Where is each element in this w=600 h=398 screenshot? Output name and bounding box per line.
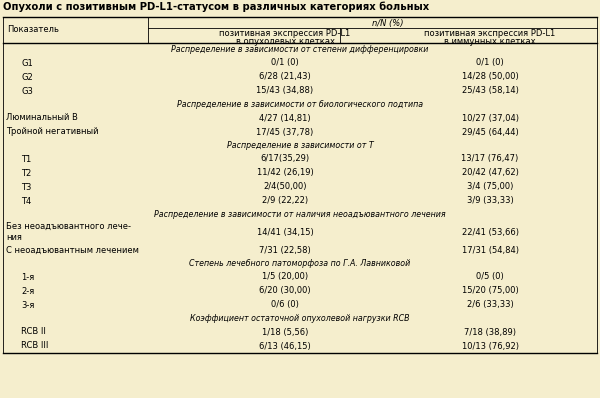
Text: Распределение в зависимости от наличия неоадъювантного лечения: Распределение в зависимости от наличия н… bbox=[154, 210, 446, 219]
Text: 15/43 (34,88): 15/43 (34,88) bbox=[256, 86, 314, 96]
Text: позитивная экспрессия PD-L1: позитивная экспрессия PD-L1 bbox=[220, 29, 350, 38]
Text: Тройной негативный: Тройной негативный bbox=[6, 127, 98, 137]
Text: 3/4 (75,00): 3/4 (75,00) bbox=[467, 183, 513, 191]
Text: 2/6 (33,33): 2/6 (33,33) bbox=[467, 300, 514, 310]
Text: 0/6 (0): 0/6 (0) bbox=[271, 300, 299, 310]
Text: 6/20 (30,00): 6/20 (30,00) bbox=[259, 287, 311, 295]
Text: 6/17(35,29): 6/17(35,29) bbox=[260, 154, 310, 164]
Text: 10/27 (37,04): 10/27 (37,04) bbox=[461, 113, 518, 123]
Text: 6/28 (21,43): 6/28 (21,43) bbox=[259, 72, 311, 82]
Text: n/N (%): n/N (%) bbox=[372, 19, 403, 28]
Text: 25/43 (58,14): 25/43 (58,14) bbox=[461, 86, 518, 96]
Text: Степень лечебного патоморфоза по Г.А. Лавниковой: Степень лечебного патоморфоза по Г.А. Ла… bbox=[190, 259, 410, 268]
Text: 22/41 (53,66): 22/41 (53,66) bbox=[461, 228, 518, 236]
Text: в иммунных клетках: в иммунных клетках bbox=[444, 37, 536, 46]
Text: Показатель: Показатель bbox=[7, 25, 59, 35]
Text: Т4: Т4 bbox=[21, 197, 31, 205]
Text: 1/5 (20,00): 1/5 (20,00) bbox=[262, 273, 308, 281]
Text: Без неоадъювантного лече-
ния: Без неоадъювантного лече- ния bbox=[6, 222, 131, 242]
Text: Распределение в зависимости от Т: Распределение в зависимости от Т bbox=[227, 141, 373, 150]
Text: Распределение в зависимости от биологического подтипа: Распределение в зависимости от биологиче… bbox=[177, 100, 423, 109]
Text: 10/13 (76,92): 10/13 (76,92) bbox=[461, 341, 518, 351]
Text: С неоадъювантным лечением: С неоадъювантным лечением bbox=[6, 246, 139, 254]
Text: Т3: Т3 bbox=[21, 183, 31, 191]
Text: 0/1 (0): 0/1 (0) bbox=[476, 59, 504, 68]
Text: G1: G1 bbox=[21, 59, 33, 68]
Text: 6/13 (46,15): 6/13 (46,15) bbox=[259, 341, 311, 351]
Text: 7/31 (22,58): 7/31 (22,58) bbox=[259, 246, 311, 254]
Text: 0/1 (0): 0/1 (0) bbox=[271, 59, 299, 68]
Text: 15/20 (75,00): 15/20 (75,00) bbox=[461, 287, 518, 295]
Text: 3/9 (33,33): 3/9 (33,33) bbox=[467, 197, 514, 205]
Text: 13/17 (76,47): 13/17 (76,47) bbox=[461, 154, 518, 164]
Text: 2-я: 2-я bbox=[21, 287, 34, 295]
Text: 11/42 (26,19): 11/42 (26,19) bbox=[257, 168, 313, 178]
Text: в опухолевых клетках: в опухолевых клетках bbox=[235, 37, 335, 46]
Text: 17/31 (54,84): 17/31 (54,84) bbox=[461, 246, 518, 254]
Text: 29/45 (64,44): 29/45 (64,44) bbox=[461, 127, 518, 137]
Text: 1/18 (5,56): 1/18 (5,56) bbox=[262, 328, 308, 336]
Text: RCB II: RCB II bbox=[21, 328, 46, 336]
Text: 7/18 (38,89): 7/18 (38,89) bbox=[464, 328, 516, 336]
Text: 2/9 (22,22): 2/9 (22,22) bbox=[262, 197, 308, 205]
Text: 0/5 (0): 0/5 (0) bbox=[476, 273, 504, 281]
Text: 14/41 (34,15): 14/41 (34,15) bbox=[257, 228, 313, 236]
Text: 4/27 (14,81): 4/27 (14,81) bbox=[259, 113, 311, 123]
Text: позитивная экспрессия PD-L1: позитивная экспрессия PD-L1 bbox=[424, 29, 556, 38]
Text: Т2: Т2 bbox=[21, 168, 31, 178]
Text: Коэффициент остаточной опухолевой нагрузки RCB: Коэффициент остаточной опухолевой нагруз… bbox=[190, 314, 410, 323]
Text: 14/28 (50,00): 14/28 (50,00) bbox=[461, 72, 518, 82]
Text: 3-я: 3-я bbox=[21, 300, 34, 310]
Text: Т1: Т1 bbox=[21, 154, 31, 164]
Text: 17/45 (37,78): 17/45 (37,78) bbox=[256, 127, 314, 137]
Text: Распределение в зависимости от степени дифференцировки: Распределение в зависимости от степени д… bbox=[172, 45, 428, 54]
Text: Опухоли с позитивным PD-L1-статусом в различных категориях больных: Опухоли с позитивным PD-L1-статусом в ра… bbox=[3, 1, 429, 12]
Text: Люминальный В: Люминальный В bbox=[6, 113, 78, 123]
Text: 20/42 (47,62): 20/42 (47,62) bbox=[461, 168, 518, 178]
Text: 2/4(50,00): 2/4(50,00) bbox=[263, 183, 307, 191]
Text: G2: G2 bbox=[21, 72, 33, 82]
Text: G3: G3 bbox=[21, 86, 33, 96]
Text: 1-я: 1-я bbox=[21, 273, 34, 281]
Text: RCB III: RCB III bbox=[21, 341, 49, 351]
